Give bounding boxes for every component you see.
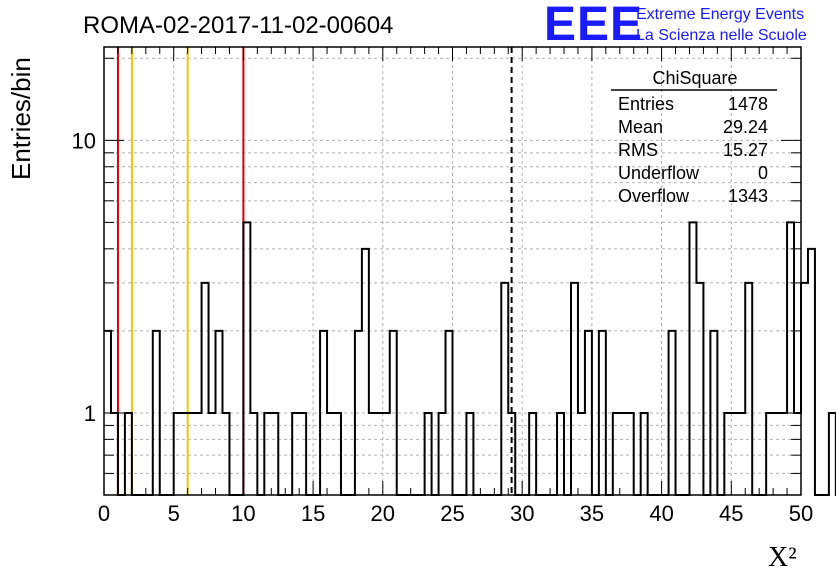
x-tick-label: 15 (301, 501, 325, 526)
eee-logo-line-1: Extreme Energy Events (636, 6, 804, 23)
x-tick-label: 25 (440, 501, 464, 526)
y-axis-label: Entries/bin (6, 57, 36, 180)
y-tick-label: 1 (84, 401, 96, 426)
stats-box: ChiSquare Entries 1478 Mean 29.24 RMS 15.27 Un… (611, 68, 777, 206)
stats-row-label: Mean (618, 117, 663, 137)
stats-row-label: RMS (618, 140, 658, 160)
stats-row-value: 1343 (728, 186, 768, 206)
stats-row-value: 0 (758, 163, 768, 183)
x-tick-label: 5 (168, 501, 180, 526)
chart-title: ROMA-02-2017-11-02-00604 (83, 12, 393, 39)
x-tick-label: 40 (649, 501, 673, 526)
x-tick-label: 35 (580, 501, 604, 526)
y-tick-labels: 1 10 (72, 128, 96, 426)
x-tick-label: 30 (510, 501, 534, 526)
stats-row-value: 29.24 (723, 117, 768, 137)
stats-row-label: Overflow (618, 186, 690, 206)
x-tick-label: 45 (719, 501, 743, 526)
stats-row-value: 1478 (728, 94, 768, 114)
x-tick-label: 20 (371, 501, 395, 526)
eee-logo-mark: EEE (544, 0, 643, 51)
x-tick-label: 0 (98, 501, 110, 526)
x-tick-label: 10 (231, 501, 255, 526)
stats-row-label: Entries (618, 94, 674, 114)
axis-ticks (103, 47, 802, 496)
stats-box-rows: Entries 1478 Mean 29.24 RMS 15.27 Underflow 0 Ov… (618, 94, 768, 206)
stats-box-title: ChiSquare (652, 68, 737, 88)
x-tick-label: 50 (789, 501, 813, 526)
y-tick-label: 10 (72, 128, 96, 153)
eee-logo-line-2: La Scienza nelle Scuole (636, 27, 807, 44)
x-tick-labels: 0 5 10 15 20 25 30 35 40 45 50 (98, 501, 813, 526)
x-axis-label: X² (768, 542, 797, 572)
stats-row-value: 15.27 (723, 140, 768, 160)
eee-logo: EEE Extreme Energy Events La Scienza nel… (544, 0, 807, 51)
stats-row-label: Underflow (618, 163, 700, 183)
